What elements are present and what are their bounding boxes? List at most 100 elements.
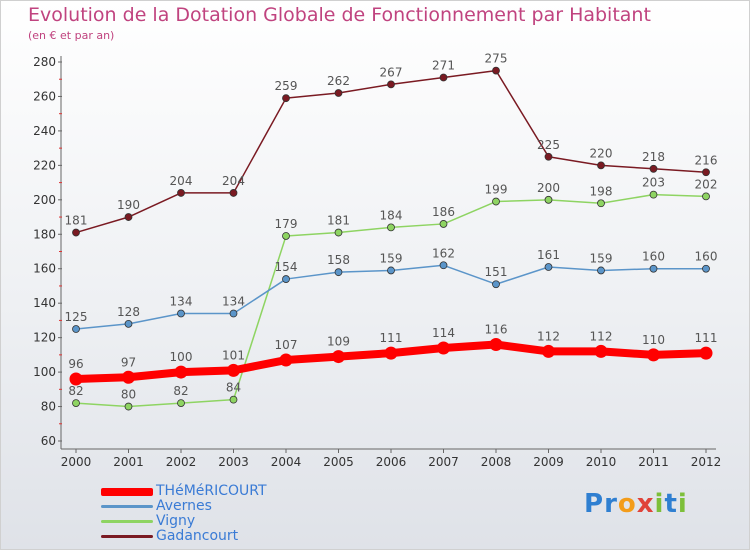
- y-tick-label-240: 240: [33, 124, 56, 138]
- x-tick-label-2011: 2011: [638, 455, 669, 469]
- data-point-vigny-2002: [177, 399, 185, 408]
- x-tick-label-2005: 2005: [323, 455, 354, 469]
- x-tick-label-2010: 2010: [586, 455, 617, 469]
- data-point-gadancourt-2011: [649, 164, 658, 173]
- logo-letter: t: [664, 489, 678, 519]
- data-label-avernes-2003: 134: [222, 295, 245, 309]
- chart-subtitle: (en € et par an): [28, 29, 115, 42]
- data-point-vigny-2005: [334, 228, 343, 237]
- y-tick-label-280: 280: [33, 55, 56, 69]
- logo-letter: P: [584, 489, 605, 519]
- x-tick-label-2004: 2004: [271, 455, 302, 469]
- data-label-th-m-ricourt-2010: 112: [590, 329, 613, 343]
- y-tick-label-120: 120: [33, 331, 56, 345]
- data-label-vigny-2011: 203: [642, 176, 665, 190]
- data-label-th-m-ricourt-2008: 116: [485, 323, 508, 337]
- data-label-th-m-ricourt-2012: 111: [695, 331, 718, 345]
- data-label-vigny-2005: 181: [327, 214, 350, 228]
- y-tick-label-100: 100: [33, 365, 56, 379]
- data-point-avernes-2007: [439, 261, 448, 270]
- data-label-gadancourt-2012: 216: [695, 153, 718, 167]
- data-point-th-m-ricourt-2002: [174, 365, 188, 379]
- x-tick-label-2007: 2007: [428, 455, 459, 469]
- data-point-vigny-2008: [492, 197, 500, 206]
- data-label-th-m-ricourt-2007: 114: [432, 326, 455, 340]
- data-label-vigny-2003: 84: [226, 381, 241, 395]
- data-label-th-m-ricourt-2004: 107: [275, 338, 298, 352]
- data-point-vigny-2007: [439, 220, 448, 228]
- data-point-gadancourt-2000: [72, 228, 80, 237]
- data-point-avernes-2000: [72, 325, 80, 333]
- data-label-avernes-2002: 134: [170, 295, 193, 309]
- data-label-gadancourt-2007: 271: [432, 59, 455, 73]
- data-point-vigny-2000: [72, 399, 80, 408]
- logo-letter: x: [636, 489, 655, 519]
- data-label-avernes-2004: 154: [275, 260, 298, 274]
- data-point-avernes-2012: [702, 264, 710, 273]
- data-point-avernes-2009: [544, 263, 553, 271]
- data-label-vigny-2008: 199: [485, 183, 508, 197]
- data-label-th-m-ricourt-2001: 97: [121, 355, 136, 369]
- data-label-th-m-ricourt-2006: 111: [380, 331, 403, 345]
- legend-label-th-m-ricourt: THéMéRICOURT: [156, 483, 267, 499]
- data-label-avernes-2005: 158: [327, 253, 350, 267]
- logo-letter: i: [654, 489, 665, 519]
- logo-letter: r: [604, 489, 618, 519]
- data-point-gadancourt-2007: [439, 73, 448, 82]
- legend-label-vigny: Vigny: [156, 513, 196, 529]
- data-point-gadancourt-2002: [177, 189, 185, 197]
- data-label-vigny-2007: 186: [432, 205, 455, 219]
- data-point-th-m-ricourt-2001: [122, 370, 135, 384]
- y-tick-label-220: 220: [33, 158, 56, 172]
- legend-swatch-th-m-ricourt: [101, 487, 153, 496]
- y-tick-label-180: 180: [33, 227, 56, 241]
- data-point-th-m-ricourt-2012: [699, 346, 713, 360]
- x-tick-label-2008: 2008: [481, 455, 512, 469]
- data-label-gadancourt-2005: 262: [327, 74, 350, 88]
- data-point-th-m-ricourt-2007: [437, 341, 450, 355]
- data-label-vigny-2004: 179: [275, 217, 298, 231]
- data-label-gadancourt-2010: 220: [590, 146, 613, 160]
- data-point-vigny-2009: [544, 195, 553, 204]
- data-point-th-m-ricourt-2004: [279, 353, 293, 367]
- y-tick-label-60: 60: [41, 434, 56, 448]
- data-point-vigny-2011: [649, 190, 658, 199]
- legend-swatch-vigny: [101, 520, 153, 523]
- data-point-avernes-2004: [282, 275, 290, 283]
- y-tick-label-260: 260: [33, 89, 56, 103]
- x-tick-label-2003: 2003: [218, 455, 249, 469]
- legend-swatch-avernes: [101, 505, 153, 508]
- data-point-avernes-2001: [124, 319, 133, 328]
- data-label-th-m-ricourt-2011: 110: [642, 333, 665, 347]
- data-point-gadancourt-2012: [702, 168, 710, 177]
- data-label-th-m-ricourt-2005: 109: [327, 335, 350, 349]
- proxiti-logo: Proxiti: [584, 489, 688, 519]
- data-label-vigny-2006: 184: [380, 208, 403, 222]
- data-point-avernes-2008: [492, 280, 500, 289]
- data-label-avernes-2011: 160: [642, 250, 665, 264]
- data-point-th-m-ricourt-2003: [227, 363, 240, 377]
- data-point-vigny-2006: [387, 223, 395, 232]
- data-point-avernes-2002: [177, 309, 185, 318]
- x-tick-label-2009: 2009: [533, 455, 564, 469]
- data-point-gadancourt-2010: [597, 161, 605, 170]
- data-point-vigny-2012: [702, 192, 710, 201]
- x-tick-label-2012: 2012: [691, 455, 722, 469]
- data-label-avernes-2006: 159: [380, 251, 403, 265]
- data-label-gadancourt-2000: 181: [65, 214, 88, 228]
- data-point-vigny-2003: [229, 395, 238, 404]
- y-tick-label-200: 200: [33, 193, 56, 207]
- data-point-th-m-ricourt-2008: [489, 338, 503, 352]
- data-label-vigny-2010: 198: [590, 184, 613, 198]
- data-point-th-m-ricourt-2009: [542, 344, 555, 358]
- legend-label-gadancourt: Gadancourt: [156, 528, 239, 544]
- data-point-th-m-ricourt-2000: [69, 372, 83, 386]
- legend-swatch-gadancourt: [101, 535, 153, 538]
- data-label-avernes-2007: 162: [432, 246, 455, 260]
- data-label-gadancourt-2001: 190: [117, 198, 140, 212]
- chart-title: Evolution de la Dotation Globale de Fonc…: [28, 4, 651, 26]
- data-point-th-m-ricourt-2010: [594, 344, 608, 358]
- data-point-gadancourt-2006: [387, 80, 395, 89]
- data-point-vigny-2010: [597, 199, 605, 208]
